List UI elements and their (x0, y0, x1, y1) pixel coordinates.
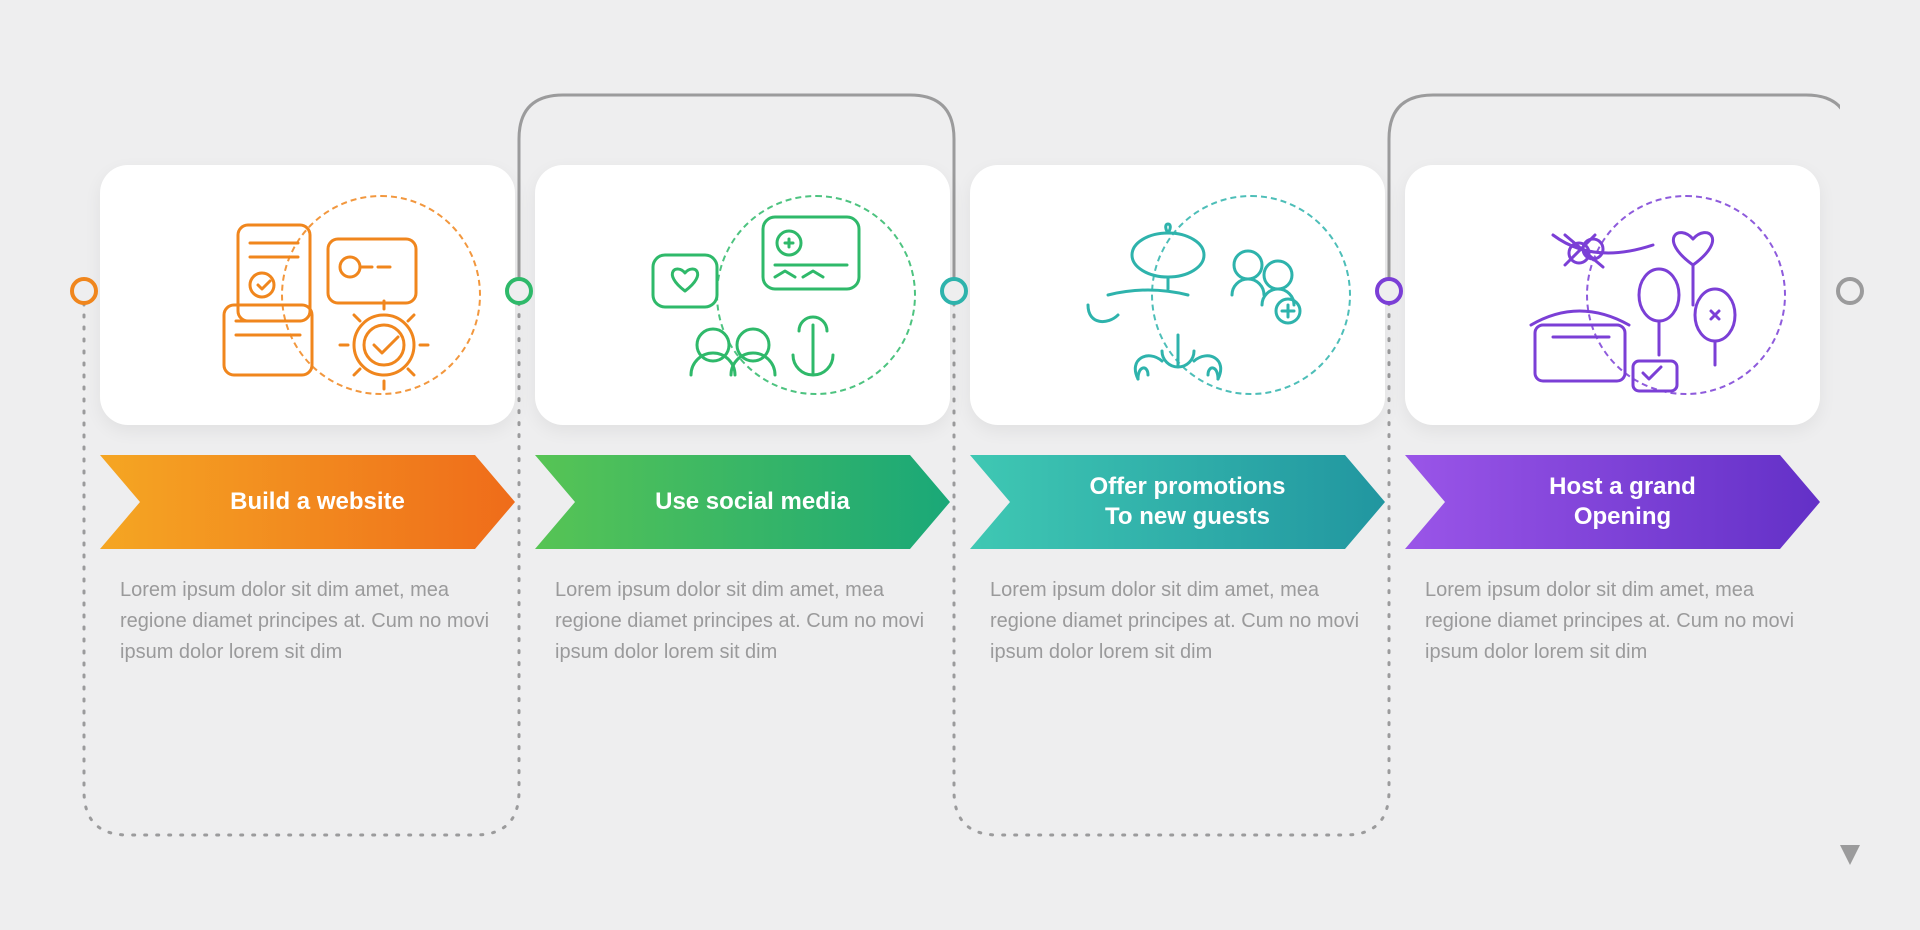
step-card (100, 165, 515, 425)
step-title: Use social media (655, 487, 850, 517)
step-description: Lorem ipsum dolor sit dim amet, mea regi… (100, 575, 515, 668)
connector-node-icon (505, 277, 533, 305)
step-title: Build a website (230, 487, 405, 517)
connector-node-icon (1375, 277, 1403, 305)
icon-dashed-circle (1586, 195, 1786, 395)
step-description: Lorem ipsum dolor sit dim amet, mea regi… (535, 575, 950, 668)
step-arrow-banner: Build a website (100, 455, 515, 549)
icon-dashed-circle (716, 195, 916, 395)
step-build-website: Build a website Lorem ipsum dolor sit di… (100, 55, 515, 875)
step-arrow-banner: Use social media (535, 455, 950, 549)
infographic-stage: Build a website Lorem ipsum dolor sit di… (80, 55, 1840, 875)
step-card (535, 165, 950, 425)
step-promotions: Offer promotionsTo new guests Lorem ipsu… (970, 55, 1385, 875)
step-arrow-banner: Offer promotionsTo new guests (970, 455, 1385, 549)
step-description: Lorem ipsum dolor sit dim amet, mea regi… (1405, 575, 1820, 668)
step-social-media: Use social media Lorem ipsum dolor sit d… (535, 55, 950, 875)
connector-node-icon (940, 277, 968, 305)
icon-dashed-circle (1151, 195, 1351, 395)
icon-dashed-circle (281, 195, 481, 395)
step-description: Lorem ipsum dolor sit dim amet, mea regi… (970, 575, 1385, 668)
flow-end-arrowhead-icon (1840, 845, 1860, 865)
step-title: Offer promotionsTo new guests (1090, 472, 1286, 532)
connector-end-node-icon (1836, 277, 1864, 305)
step-card (1405, 165, 1820, 425)
step-title: Host a grandOpening (1549, 472, 1696, 532)
connector-node-icon (70, 277, 98, 305)
step-card (970, 165, 1385, 425)
steps-row: Build a website Lorem ipsum dolor sit di… (80, 55, 1840, 875)
step-grand-opening: Host a grandOpening Lorem ipsum dolor si… (1405, 55, 1820, 875)
step-arrow-banner: Host a grandOpening (1405, 455, 1820, 549)
